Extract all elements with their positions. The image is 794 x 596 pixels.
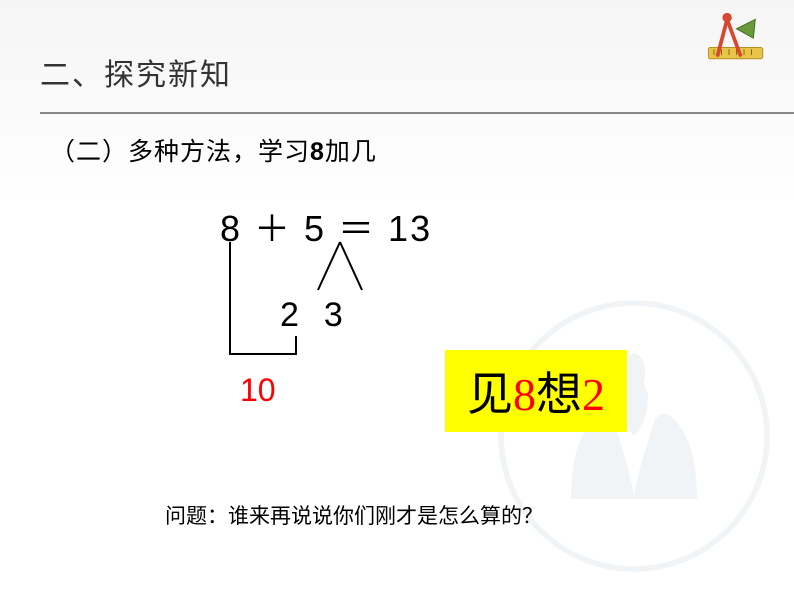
section-title: 二、探究新知 bbox=[40, 50, 794, 94]
combine-bracket bbox=[218, 242, 306, 360]
combine-result: 10 bbox=[240, 372, 276, 409]
slide: 二、探究新知 （二）多种方法，学习8加几 8 ＋ 5 ＝ 13 2 3 10 见… bbox=[0, 0, 794, 596]
title-area: 二、探究新知 bbox=[0, 0, 794, 114]
mnemonic-t1: 见 bbox=[467, 369, 513, 420]
mnemonic-t2: 想 bbox=[536, 369, 582, 420]
equation-diagram: 8 ＋ 5 ＝ 13 2 3 10 bbox=[220, 200, 432, 252]
subtitle: （二）多种方法，学习8加几 bbox=[0, 114, 794, 168]
split-lines bbox=[310, 240, 370, 292]
split-right: 3 bbox=[324, 296, 345, 334]
mnemonic-n1: 8 bbox=[513, 369, 536, 420]
watermark-logo bbox=[494, 296, 774, 576]
subtitle-bold-number: 8 bbox=[310, 138, 325, 166]
mnemonic-box: 见8想2 bbox=[445, 350, 627, 432]
compass-ruler-icon bbox=[699, 10, 774, 70]
question-prompt: 问题：谁来再说说你们刚才是怎么算的？ bbox=[165, 500, 543, 530]
subtitle-suffix: 加几 bbox=[325, 139, 377, 166]
mnemonic-n2: 2 bbox=[582, 369, 605, 420]
subtitle-prefix: （二）多种方法，学习 bbox=[50, 139, 310, 166]
